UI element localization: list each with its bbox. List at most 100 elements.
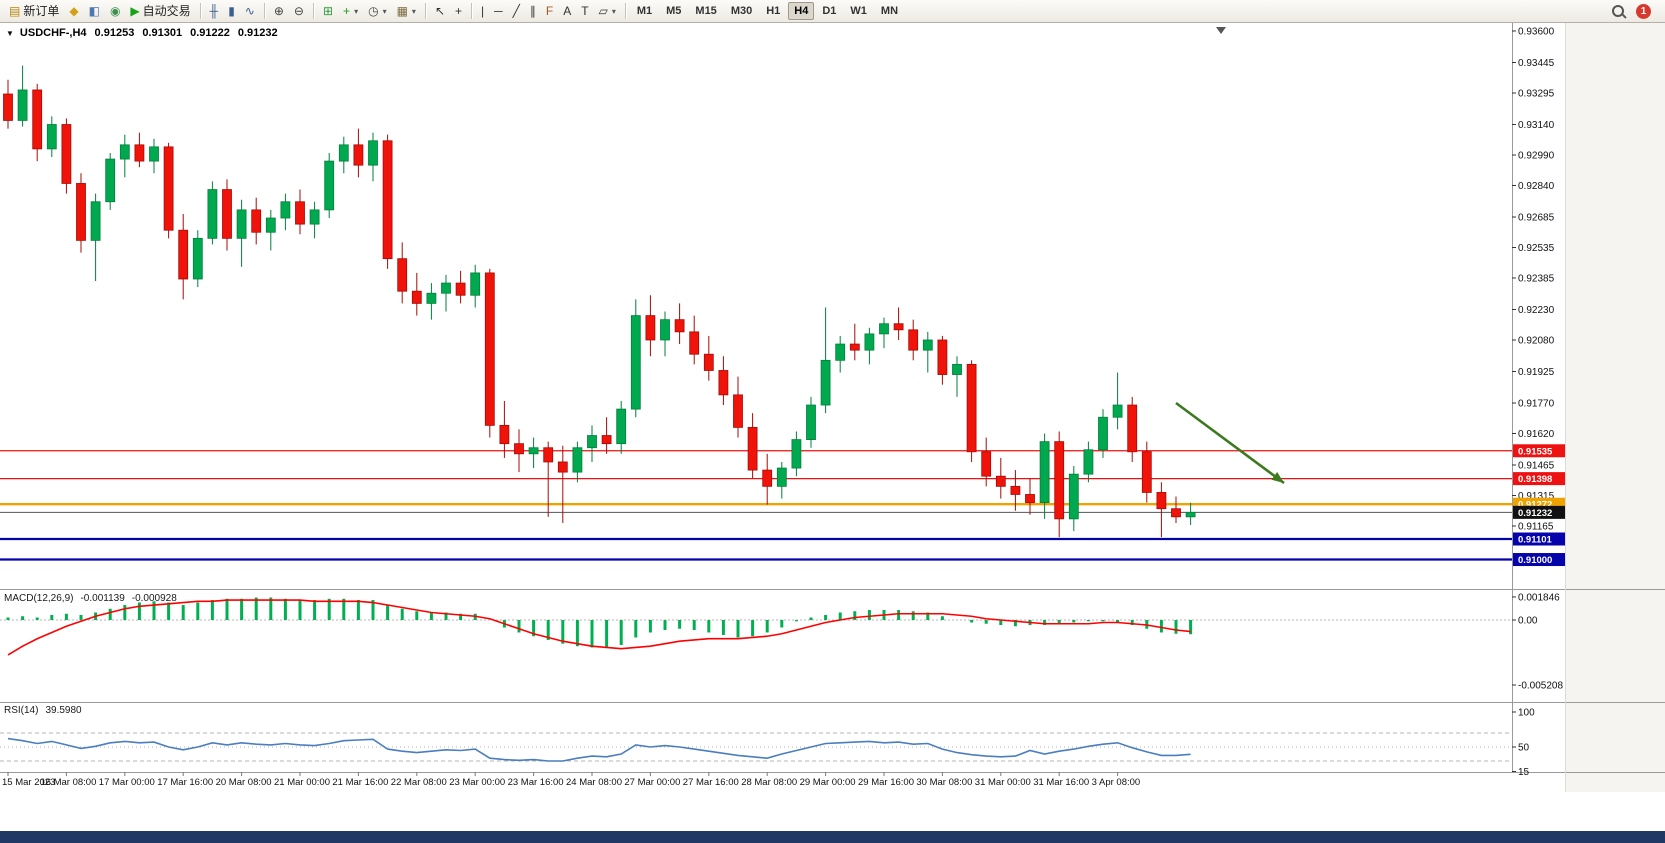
svg-text:100: 100 (1518, 708, 1535, 719)
svg-text:29 Mar 00:00: 29 Mar 00:00 (800, 777, 856, 788)
toolbar-buttons: ▤ 新订单 ◆ ◧ ◉ ▶ 自动交易 ╫ ▮ ∿ ⊕ ⊖ ⊞ + ▾ ◷ ▾ ▦ ▾ ↖ + | ─ ╱ ∥ F A T ▱ ▾ (4, 1, 630, 22)
candlestick-chart-icon: ▮ (228, 4, 235, 18)
new-order-button[interactable]: ▤ 新订单 (4, 1, 64, 22)
timeframe-m1-button[interactable]: M1 (636, 5, 653, 17)
candlestick-chart-button[interactable]: ▮ (223, 1, 240, 22)
svg-text:0.92840: 0.92840 (1518, 181, 1555, 192)
caret-down-icon: ▾ (354, 6, 359, 16)
trend-arrow[interactable] (1175, 401, 1285, 485)
svg-text:0.00: 0.00 (1518, 616, 1538, 627)
notification-badge[interactable]: 1 (1636, 3, 1651, 19)
timeframe-h4-button[interactable]: H4 (788, 2, 815, 20)
price-badge-0.91101: 0.91101 (1513, 532, 1565, 546)
clock-icon: ◷ (368, 4, 379, 18)
tile-windows-button[interactable]: ⊞ (318, 1, 338, 22)
svg-text:24 Mar 08:00: 24 Mar 08:00 (566, 777, 622, 788)
svg-text:27 Mar 00:00: 27 Mar 00:00 (624, 777, 680, 788)
zoom-in-button[interactable]: ⊕ (269, 1, 289, 22)
caret-down-icon: ▾ (382, 6, 387, 16)
svg-text:0.91272: 0.91272 (1518, 500, 1552, 511)
svg-text:23 Mar 16:00: 23 Mar 16:00 (508, 777, 564, 788)
svg-text:0.92990: 0.92990 (1518, 151, 1555, 162)
arrows-button[interactable]: ▱ ▾ (594, 1, 621, 22)
svg-text:0.93140: 0.93140 (1518, 120, 1555, 131)
label-button[interactable]: T (576, 1, 593, 22)
cursor-button[interactable]: ↖ (430, 1, 450, 22)
svg-text:28 Mar 08:00: 28 Mar 08:00 (741, 777, 797, 788)
main-toolbar: ▤ 新订单 ◆ ◧ ◉ ▶ 自动交易 ╫ ▮ ∿ ⊕ ⊖ ⊞ + ▾ ◷ ▾ ▦ ▾ ↖ + | ─ ╱ ∥ F A T ▱ ▾ M1 M5… (0, 0, 1665, 23)
periods-button[interactable]: ◷ ▾ (363, 1, 392, 22)
auto-trading-button[interactable]: ▶ 自动交易 (125, 1, 195, 22)
svg-text:0.92230: 0.92230 (1518, 305, 1555, 316)
toolbar-right: 1 (1612, 3, 1661, 19)
svg-text:17 Mar 16:00: 17 Mar 16:00 (157, 777, 213, 788)
indicators-add-icon: + (343, 4, 351, 18)
toolbar-separator (471, 3, 473, 19)
navigator-button[interactable]: ◉ (105, 1, 125, 22)
svg-text:0.91232: 0.91232 (1518, 508, 1552, 519)
svg-text:0.001846: 0.001846 (1518, 592, 1560, 603)
timeframe-toolbar: M1 M5 M15 M30 H1 H4 D1 W1 MN (630, 2, 905, 20)
svg-text:16 Mar 08:00: 16 Mar 08:00 (40, 777, 96, 788)
toolbar-separator (312, 3, 314, 19)
timeframe-h1-button[interactable]: H1 (766, 5, 781, 17)
data-window-button[interactable]: ◧ (84, 1, 105, 22)
timeframe-m30-button[interactable]: M30 (730, 5, 753, 17)
timeframe-m5-button[interactable]: M5 (666, 5, 682, 17)
price-badge-0.91232: 0.91232 (1513, 505, 1565, 519)
crosshair-button[interactable]: + (450, 1, 467, 22)
templates-button[interactable]: ▦ ▾ (392, 1, 421, 22)
search-icon[interactable] (1612, 5, 1624, 17)
rsi-line (7, 737, 1191, 762)
svg-text:30 Mar 08:00: 30 Mar 08:00 (916, 777, 972, 788)
candlestick-series (3, 65, 1196, 538)
fibonacci-icon: F (545, 4, 554, 18)
trendline-button[interactable]: ╱ (508, 1, 525, 22)
price-badge-0.91000: 0.91000 (1513, 553, 1565, 567)
chart-shift-marker-icon (1216, 27, 1226, 34)
navigator-icon: ◉ (109, 4, 121, 18)
bar-chart-button[interactable]: ╫ (205, 1, 224, 22)
caret-down-icon: ▾ (611, 6, 616, 16)
price-badge-0.91535: 0.91535 (1513, 444, 1565, 458)
svg-text:0.91925: 0.91925 (1518, 367, 1555, 378)
svg-text:22 Mar 08:00: 22 Mar 08:00 (391, 777, 447, 788)
svg-text:0.91465: 0.91465 (1518, 461, 1555, 472)
market-watch-button[interactable]: ◆ (64, 1, 83, 22)
timeframe-d1-button[interactable]: D1 (822, 5, 837, 17)
channel-button[interactable]: ∥ (525, 1, 541, 22)
vertical-line-button[interactable]: | (476, 1, 489, 22)
fibonacci-button[interactable]: F (541, 1, 558, 22)
shapes-icon: ▱ (598, 4, 608, 18)
svg-text:31 Mar 16:00: 31 Mar 16:00 (1033, 777, 1089, 788)
data-window-icon: ◧ (88, 4, 100, 18)
zoom-out-button[interactable]: ⊖ (289, 1, 309, 22)
chart-window: 0.93600 0.93445 0.93295 0.93140 0.92990 0.928… (0, 23, 1665, 843)
indicators-button[interactable]: + ▾ (338, 1, 363, 22)
svg-text:0.91620: 0.91620 (1518, 429, 1555, 440)
timeframe-w1-button[interactable]: W1 (850, 5, 867, 17)
auto-trading-play-icon: ▶ (130, 4, 140, 18)
svg-text:50: 50 (1518, 743, 1530, 754)
new-order-button-label: 新订单 (23, 4, 60, 18)
price-axis: 0.93600 0.93445 0.93295 0.93140 0.92990 0.928… (1512, 27, 1555, 532)
svg-text:15: 15 (1518, 767, 1530, 778)
svg-text:20 Mar 08:00: 20 Mar 08:00 (216, 777, 272, 788)
svg-text:29 Mar 16:00: 29 Mar 16:00 (858, 777, 914, 788)
price-badge-0.91398: 0.91398 (1513, 472, 1565, 486)
line-chart-button[interactable]: ∿ (240, 1, 260, 22)
text-icon: A (563, 4, 572, 18)
horizontal-line-button[interactable]: ─ (489, 1, 508, 22)
svg-text:0.91770: 0.91770 (1518, 399, 1555, 410)
svg-text:0.93295: 0.93295 (1518, 89, 1555, 100)
timeframe-mn-button[interactable]: MN (880, 5, 899, 17)
svg-text:27 Mar 16:00: 27 Mar 16:00 (683, 777, 739, 788)
svg-text:0.92080: 0.92080 (1518, 335, 1555, 346)
svg-text:31 Mar 00:00: 31 Mar 00:00 (975, 777, 1031, 788)
timeframe-m15-button[interactable]: M15 (695, 5, 717, 17)
line-chart-icon: ∿ (244, 4, 255, 18)
svg-text:3 Apr 08:00: 3 Apr 08:00 (1092, 777, 1141, 788)
crosshair-icon: + (455, 4, 463, 18)
chart-canvas[interactable]: 0.93600 0.93445 0.93295 0.93140 0.92990 0.928… (0, 23, 1665, 792)
text-button[interactable]: A (558, 1, 576, 22)
